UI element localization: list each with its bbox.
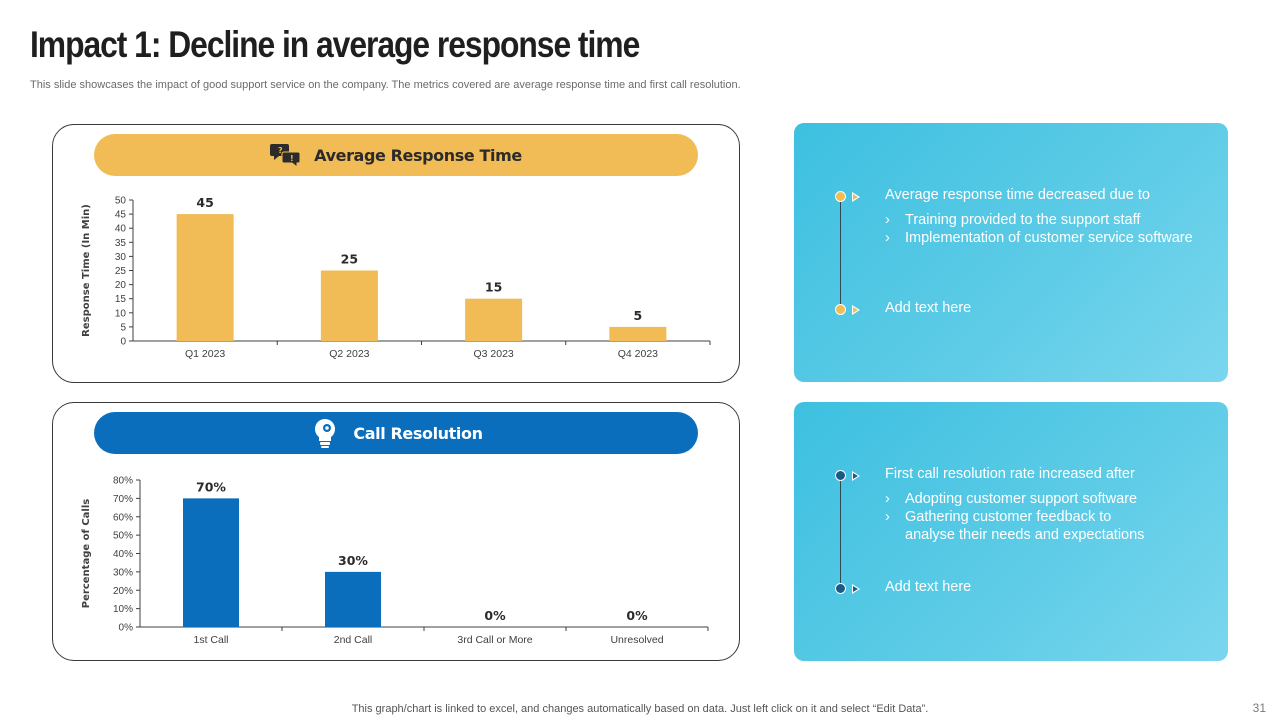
add-text-placeholder[interactable]: Add text here	[885, 579, 972, 595]
x-tick-label: 1st Call	[193, 634, 228, 646]
chevron-right-icon: ›	[885, 230, 890, 246]
x-tick-label: Q1 2023	[185, 348, 225, 360]
call-resolution-chart: 0% 10% 20% 30% 40% 50% 60% 70% 80% Percentage of …	[81, 476, 709, 646]
y-tick-label: 50%	[113, 531, 133, 542]
slide-title: Impact 1: Decline in average response ti…	[30, 24, 640, 65]
slide-subtitle: This slide showcases the impact of good …	[30, 79, 741, 91]
bar	[320, 270, 378, 341]
y-tick-label: 0%	[119, 623, 134, 634]
response-time-panel: ? ! Average Response Time 0 5 10 15 20 25 30 35…	[52, 124, 740, 383]
play-arrow-icon	[852, 305, 860, 315]
timeline-line	[840, 197, 841, 309]
x-tick-label: 3rd Call or More	[457, 634, 532, 646]
insight-heading: First call resolution rate increased aft…	[885, 466, 1135, 482]
call-resolution-insights: First call resolution rate increased aft…	[794, 402, 1228, 661]
data-label: 25	[341, 252, 358, 267]
y-tick-label: 35	[115, 238, 127, 249]
y-tick-label: 45	[115, 210, 127, 221]
play-arrow-icon	[852, 192, 860, 202]
x-tick-label: 2nd Call	[334, 634, 373, 646]
y-tick-label: 15	[115, 294, 127, 305]
response-time-chart: 0 5 10 15 20 25 30 35 40 45 50 Response Time (In Mi…	[81, 195, 711, 360]
data-label: 70%	[196, 479, 226, 494]
bar	[325, 571, 381, 627]
y-tick-label: 10	[115, 308, 127, 319]
insight-bullets: › Adopting customer support software › Gat…	[885, 490, 1205, 544]
y-tick-label: 5	[120, 322, 126, 333]
timeline-dot	[835, 304, 846, 315]
x-tick-label: Q2 2023	[329, 348, 369, 360]
chat-bubbles-icon: ? !	[270, 141, 302, 169]
y-axis-label: Response Time (In Min)	[81, 204, 92, 337]
insight-bullets: › Training provided to the support staff …	[885, 211, 1205, 247]
y-axis-label: Percentage of Calls	[81, 499, 92, 608]
timeline-line	[840, 476, 841, 588]
call-resolution-header: Call Resolution	[94, 412, 698, 454]
list-item: › Adopting customer support software	[885, 491, 1138, 507]
chevron-right-icon: ›	[885, 509, 890, 525]
y-tick-label: 30	[115, 252, 127, 263]
insight-heading: Average response time decreased due to	[885, 187, 1150, 203]
response-time-insights: Average response time decreased due to ›…	[794, 123, 1228, 382]
svg-text:!: !	[290, 154, 294, 163]
call-resolution-panel: Call Resolution 0% 10% 20% 30% 40% 50% 60% 70% 8…	[52, 402, 740, 661]
response-time-title: Average Response Time	[314, 145, 522, 165]
add-text-placeholder[interactable]: Add text here	[885, 300, 972, 316]
list-item: › Implementation of customer service soft…	[885, 230, 1193, 246]
slide-footer: This graph/chart is linked to excel, and…	[351, 703, 929, 715]
svg-text:?: ?	[278, 146, 283, 155]
list-item: › Gathering customer feedback to analyse …	[885, 509, 1145, 543]
y-tick-label: 50	[115, 196, 127, 207]
bar	[465, 298, 523, 341]
data-label: 0%	[626, 608, 648, 623]
data-label: 0%	[484, 608, 506, 623]
y-tick-label: 60%	[113, 512, 133, 523]
chevron-right-icon: ›	[885, 212, 890, 228]
bar	[176, 214, 234, 341]
timeline-dot	[835, 191, 846, 202]
play-arrow-icon	[852, 584, 860, 594]
y-tick-label: 0	[120, 337, 126, 348]
lightbulb-gear-icon	[309, 419, 341, 448]
data-label: 30%	[338, 553, 368, 568]
data-label: 45	[196, 195, 213, 210]
y-tick-label: 40%	[113, 549, 133, 560]
page-number: 31	[1252, 701, 1266, 715]
x-tick-label: Unresolved	[610, 634, 663, 646]
play-arrow-icon	[852, 471, 860, 481]
timeline-dot	[835, 470, 846, 481]
y-tick-label: 25	[115, 266, 127, 277]
y-tick-label: 40	[115, 224, 127, 235]
y-tick-label: 30%	[113, 567, 133, 578]
y-tick-label: 70%	[113, 494, 133, 505]
response-time-header: ? ! Average Response Time	[94, 134, 698, 176]
list-item: › Training provided to the support staff	[885, 212, 1141, 228]
x-tick-label: Q4 2023	[618, 348, 658, 360]
data-label: 5	[634, 308, 643, 323]
call-resolution-title: Call Resolution	[353, 423, 483, 443]
x-tick-label: Q3 2023	[473, 348, 513, 360]
y-tick-label: 20	[115, 280, 127, 291]
timeline-dot	[835, 583, 846, 594]
bar	[609, 326, 667, 341]
data-label: 15	[485, 280, 502, 295]
chevron-right-icon: ›	[885, 491, 890, 507]
y-tick-label: 20%	[113, 586, 133, 597]
bar	[183, 498, 239, 627]
y-tick-label: 80%	[113, 476, 133, 487]
y-tick-label: 10%	[113, 604, 133, 615]
